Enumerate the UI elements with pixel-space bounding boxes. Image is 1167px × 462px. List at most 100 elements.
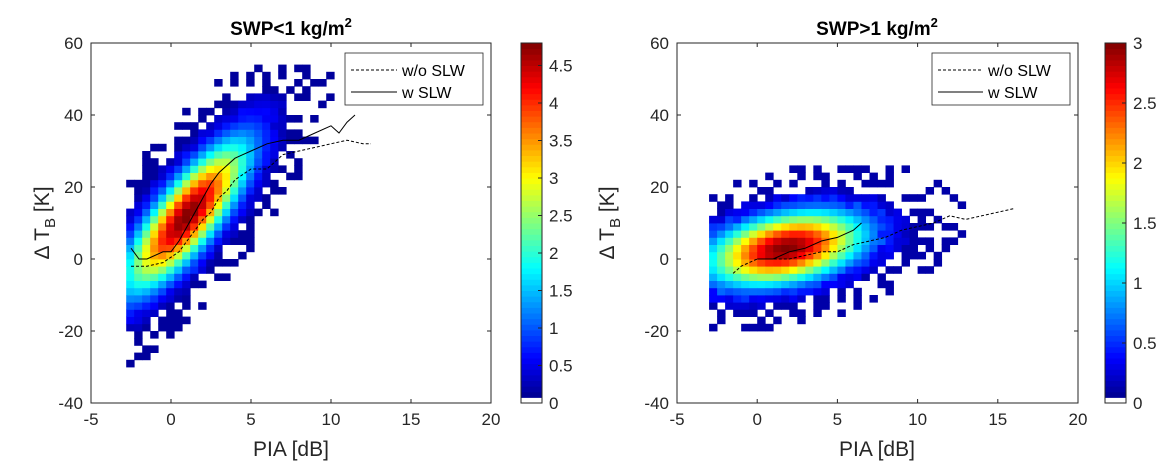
colorbar-segment — [521, 183, 542, 190]
heatmap-cell — [797, 316, 806, 325]
heatmap-cell — [310, 136, 319, 145]
heatmap-cell — [717, 309, 726, 317]
heatmap-cell — [789, 223, 798, 231]
heatmap-cell — [134, 208, 143, 217]
heatmap-cell — [781, 302, 790, 310]
heatmap-cell — [246, 208, 255, 217]
heatmap-cell — [781, 259, 790, 267]
heatmap-cell — [166, 179, 175, 188]
heatmap-cell — [749, 259, 758, 267]
heatmap-cell — [893, 237, 902, 245]
heatmap-cell — [757, 208, 766, 217]
heatmap-cell — [214, 273, 223, 281]
heatmap-cell — [246, 129, 255, 137]
heatmap-cell — [733, 251, 742, 260]
colorbar-segment — [1105, 335, 1126, 342]
heatmap-cell — [150, 331, 159, 339]
heatmap-cell — [789, 201, 798, 209]
heatmap-cell — [893, 230, 902, 238]
heatmap-cell — [837, 179, 846, 188]
colorbar-segment — [1105, 65, 1126, 72]
heatmap-cell — [805, 194, 814, 202]
heatmap-cell — [182, 215, 191, 224]
heatmap-cell — [270, 208, 279, 217]
heatmap-cell — [198, 136, 207, 145]
heatmap-cell — [182, 287, 191, 296]
colorbar-segment — [1105, 82, 1126, 89]
colorbar-segment — [521, 363, 542, 370]
heatmap-cell — [789, 194, 798, 202]
heatmap-cell — [757, 323, 766, 332]
heatmap-cell — [917, 266, 927, 274]
heatmap-cell — [941, 244, 951, 253]
heatmap-cell — [126, 280, 135, 289]
colorbar-segment — [1105, 166, 1126, 173]
heatmap-cell — [126, 244, 135, 253]
heatmap-cell — [933, 215, 943, 224]
colorbar-segment — [1105, 380, 1126, 387]
heatmap-cell — [765, 295, 774, 303]
heatmap-cell — [318, 79, 327, 87]
heatmap-cell — [845, 266, 854, 274]
x-ticks: -5 0 5 10 15 20 — [83, 43, 500, 429]
colorbar-segment — [521, 358, 542, 365]
heatmap-cell — [166, 295, 175, 303]
heatmap-cell — [134, 194, 143, 202]
heatmap-cell — [150, 287, 159, 296]
colorbar-segment — [1105, 239, 1126, 247]
heatmap-cell — [238, 100, 247, 109]
colorbar-frame — [520, 42, 543, 404]
heatmap-cell — [238, 215, 247, 224]
colorbar: 0 0.5 1 1.5 2 2.5 3 — [1104, 34, 1157, 413]
heatmap-cell — [733, 295, 742, 303]
heatmap-cell — [733, 215, 742, 224]
heatmap-cell — [206, 251, 215, 260]
heatmap-cell — [869, 237, 878, 245]
heatmap-cell — [222, 158, 231, 166]
heatmap-cell — [246, 215, 255, 224]
heatmap-cell — [278, 129, 287, 137]
heatmap-cell — [134, 244, 143, 253]
heatmap-cell — [222, 136, 231, 145]
heatmap-cell — [741, 251, 750, 260]
heatmap-cell — [214, 129, 223, 137]
heatmap-cell — [214, 136, 223, 145]
heatmap-cell — [925, 244, 935, 253]
heatmap-cell — [142, 223, 151, 231]
heatmap-cell — [142, 201, 151, 209]
heatmap-cell — [246, 187, 255, 195]
colorbar-segment — [521, 256, 542, 263]
colorbar-segment — [521, 296, 542, 303]
heatmap-cell — [134, 179, 143, 188]
heatmap-cell — [861, 223, 870, 231]
heatmap-cell — [805, 215, 814, 224]
heatmap-cell — [797, 172, 806, 181]
heatmap-cell — [717, 316, 726, 325]
heatmap-cell — [781, 251, 790, 260]
heatmap-cell — [198, 237, 207, 245]
heatmap-cell — [246, 244, 255, 253]
heatmap-cell — [765, 309, 774, 317]
heatmap-cell — [262, 201, 271, 209]
heatmap-cell — [733, 244, 742, 253]
heatmap-cell — [813, 280, 822, 289]
heatmap-cell — [182, 266, 191, 274]
heatmap-cell — [821, 187, 830, 195]
heatmap-cell — [925, 266, 935, 274]
heatmap-cell — [134, 266, 143, 274]
heatmap-cell — [174, 230, 183, 238]
heatmap-cell — [214, 115, 223, 123]
heatmap-cell — [182, 302, 191, 310]
heatmap-cell — [853, 244, 862, 253]
heatmap-cell — [749, 215, 758, 224]
heatmap-cell — [725, 230, 734, 238]
heatmap-cell — [222, 172, 231, 181]
heatmap-cell — [318, 100, 327, 109]
heatmap-cell — [885, 208, 894, 217]
heatmap-cell — [166, 208, 175, 217]
heatmap-cell — [829, 230, 838, 238]
heatmap-cell — [150, 172, 159, 181]
heatmap-cell — [158, 280, 167, 289]
heatmap-cell — [278, 107, 287, 116]
heatmap-cell — [126, 295, 135, 303]
